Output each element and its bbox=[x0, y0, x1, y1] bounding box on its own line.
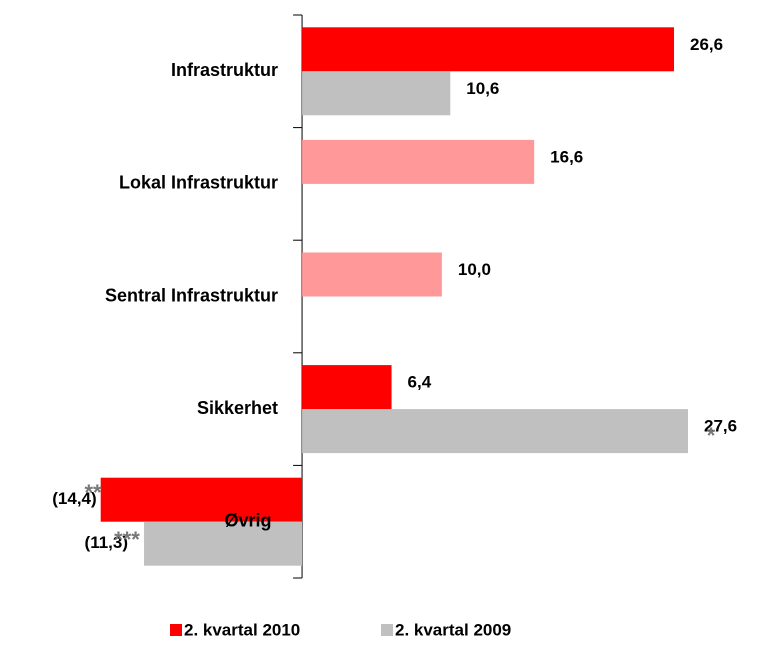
legend-swatch bbox=[170, 624, 182, 636]
category-label: Sentral Infrastruktur bbox=[105, 285, 278, 305]
bar bbox=[302, 252, 442, 297]
value-label: 26,6 bbox=[690, 35, 723, 54]
category-label: Sikkerhet bbox=[197, 398, 278, 418]
bar bbox=[302, 139, 535, 184]
legend-swatch bbox=[381, 624, 393, 636]
bar bbox=[302, 365, 392, 410]
bar bbox=[302, 27, 675, 72]
value-label: 10,0 bbox=[458, 260, 491, 279]
annotation: * bbox=[707, 423, 716, 448]
value-label: (11,3) bbox=[85, 533, 128, 552]
annotation: *** bbox=[114, 527, 140, 552]
value-label: 10,6 bbox=[466, 79, 499, 98]
legend-label: 2. kvartal 2009 bbox=[395, 620, 511, 639]
bar bbox=[302, 409, 689, 454]
legend-label: 2. kvartal 2010 bbox=[184, 620, 300, 639]
category-label: Infrastruktur bbox=[171, 60, 278, 80]
category-label: Øvrig bbox=[224, 510, 271, 530]
value-label: (14,4) bbox=[52, 489, 96, 508]
bar bbox=[100, 477, 303, 522]
annotation: ** bbox=[84, 480, 102, 505]
value-label: 6,4 bbox=[408, 373, 432, 392]
bar bbox=[302, 71, 451, 116]
value-label: 16,6 bbox=[550, 147, 583, 166]
category-label: Lokal Infrastruktur bbox=[119, 173, 278, 193]
bar bbox=[144, 521, 303, 566]
value-label: 27,6 bbox=[704, 417, 737, 436]
